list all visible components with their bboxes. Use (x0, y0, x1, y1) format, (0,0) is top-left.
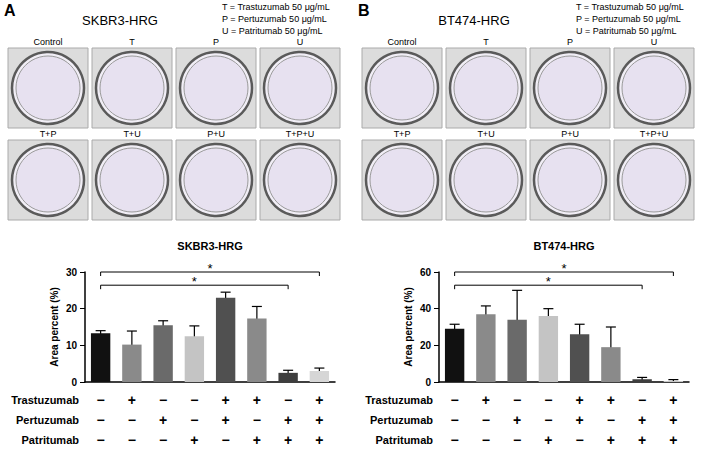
svg-text:SKBR3-HRG: SKBR3-HRG (177, 240, 242, 252)
svg-text:Trastuzumab: Trastuzumab (365, 394, 433, 406)
svg-text:BT474-HRG: BT474-HRG (438, 13, 510, 28)
svg-text:60: 60 (420, 267, 432, 278)
svg-text:40: 40 (420, 303, 432, 314)
svg-text:BT474-HRG: BT474-HRG (533, 240, 594, 252)
svg-text:P: P (567, 37, 573, 47)
svg-text:−: − (451, 392, 459, 408)
svg-text:+: + (315, 392, 323, 408)
svg-text:+: + (607, 432, 615, 448)
svg-text:20: 20 (420, 340, 432, 351)
svg-text:−: − (607, 412, 615, 428)
svg-text:*: * (192, 274, 197, 289)
svg-text:T+P: T+P (394, 129, 411, 139)
svg-text:−: − (97, 392, 105, 408)
svg-text:−: − (222, 432, 230, 448)
svg-text:−: − (513, 392, 521, 408)
svg-text:+: + (315, 412, 323, 428)
svg-text:T+P: T+P (40, 129, 57, 139)
svg-text:B: B (358, 2, 370, 19)
svg-text:0: 0 (425, 377, 431, 388)
svg-text:+: + (576, 392, 584, 408)
svg-text:−: − (284, 392, 292, 408)
svg-text:+: + (669, 412, 677, 428)
svg-text:P+U: P+U (207, 129, 225, 139)
svg-text:−: − (451, 432, 459, 448)
svg-text:*: * (207, 261, 212, 276)
svg-text:−: − (97, 432, 105, 448)
svg-text:−: − (482, 432, 490, 448)
svg-text:20: 20 (66, 303, 78, 314)
svg-text:T+U: T+U (477, 129, 494, 139)
svg-text:+: + (315, 432, 323, 448)
svg-text:−: − (253, 412, 261, 428)
svg-text:U: U (297, 37, 304, 47)
svg-text:+: + (253, 392, 261, 408)
svg-text:+: + (576, 412, 584, 428)
svg-text:+: + (513, 412, 521, 428)
svg-text:U: U (651, 37, 658, 47)
svg-text:−: − (128, 412, 136, 428)
svg-text:−: − (190, 412, 198, 428)
svg-text:−: − (513, 432, 521, 448)
svg-text:−: − (544, 392, 552, 408)
svg-text:T+P+U: T+P+U (640, 129, 669, 139)
svg-text:P+U: P+U (561, 129, 579, 139)
svg-text:+: + (669, 392, 677, 408)
svg-text:+: + (482, 392, 490, 408)
svg-text:P = Pertuzumab 50 μg/mL: P = Pertuzumab 50 μg/mL (576, 14, 681, 24)
svg-text:−: − (159, 432, 167, 448)
svg-text:10: 10 (66, 340, 78, 351)
svg-text:SKBR3-HRG: SKBR3-HRG (82, 13, 158, 28)
svg-text:T: T (483, 37, 489, 47)
svg-text:−: − (482, 412, 490, 428)
svg-text:+: + (638, 412, 646, 428)
svg-text:Area percent (%): Area percent (%) (403, 287, 414, 366)
svg-text:+: + (222, 392, 230, 408)
svg-text:−: − (159, 392, 167, 408)
svg-text:T+P+U: T+P+U (286, 129, 315, 139)
svg-text:+: + (222, 412, 230, 428)
svg-text:Area percent (%): Area percent (%) (49, 287, 60, 366)
svg-text:+: + (253, 432, 261, 448)
svg-text:*: * (561, 261, 566, 276)
svg-text:+: + (284, 432, 292, 448)
svg-text:+: + (190, 432, 198, 448)
svg-text:+: + (669, 432, 677, 448)
svg-text:+: + (128, 392, 136, 408)
svg-text:−: − (638, 392, 646, 408)
svg-text:+: + (638, 432, 646, 448)
svg-text:0: 0 (71, 377, 77, 388)
svg-text:+: + (544, 432, 552, 448)
svg-text:T+U: T+U (123, 129, 140, 139)
svg-text:Pertuzumab: Pertuzumab (370, 414, 433, 426)
svg-text:+: + (284, 412, 292, 428)
svg-text:−: − (544, 412, 552, 428)
svg-text:Patritumab: Patritumab (376, 434, 434, 446)
svg-text:−: − (128, 432, 136, 448)
svg-text:Trastuzumab: Trastuzumab (11, 394, 79, 406)
svg-text:T = Trastuzumab 50 μg/mL: T = Trastuzumab 50 μg/mL (576, 2, 684, 12)
svg-text:Control: Control (387, 37, 416, 47)
svg-text:P: P (213, 37, 219, 47)
svg-text:U = Patritumab 50 μg/mL: U = Patritumab 50 μg/mL (222, 26, 322, 36)
svg-text:U = Patritumab 50 μg/mL: U = Patritumab 50 μg/mL (576, 26, 676, 36)
svg-text:−: − (576, 432, 584, 448)
svg-text:+: + (159, 412, 167, 428)
svg-text:Patritumab: Patritumab (22, 434, 80, 446)
svg-text:+: + (607, 392, 615, 408)
svg-text:30: 30 (66, 267, 78, 278)
svg-text:−: − (190, 392, 198, 408)
svg-text:−: − (451, 412, 459, 428)
svg-text:T: T (129, 37, 135, 47)
svg-text:Pertuzumab: Pertuzumab (16, 414, 79, 426)
svg-text:A: A (4, 2, 16, 19)
svg-text:Control: Control (33, 37, 62, 47)
svg-text:−: − (97, 412, 105, 428)
svg-text:T = Trastuzumab 50 μg/mL: T = Trastuzumab 50 μg/mL (222, 2, 330, 12)
svg-text:*: * (546, 274, 551, 289)
svg-text:P = Pertuzumab 50 μg/mL: P = Pertuzumab 50 μg/mL (222, 14, 327, 24)
